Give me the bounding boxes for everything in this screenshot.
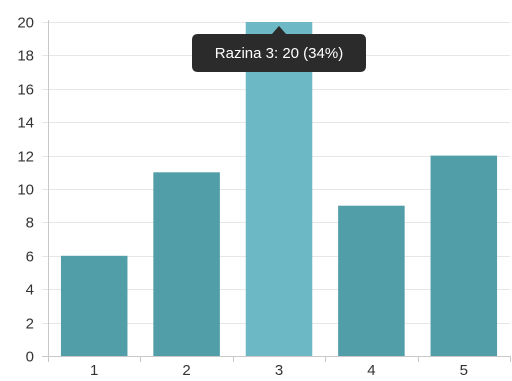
y-axis: 0 2 4 6 8 10 12 14 16 18 20 (17, 15, 34, 366)
bar (245, 22, 313, 356)
x-tick-label: 3 (275, 362, 283, 376)
y-tick-label: 4 (26, 282, 34, 299)
x-tick-label: 2 (182, 362, 190, 376)
tooltip: Razina 3: 20 (34%) (192, 26, 366, 72)
y-tick-label: 14 (17, 115, 34, 132)
x-tick-label: 1 (90, 362, 98, 376)
y-tick-label: 20 (17, 15, 34, 32)
y-tick-label: 18 (17, 48, 34, 65)
bar (153, 172, 220, 356)
y-tick-label: 6 (26, 249, 34, 266)
tooltip-box (192, 26, 366, 72)
bars (60, 22, 498, 356)
x-tick-labels: 1 2 3 4 5 (90, 362, 468, 379)
bar (338, 205, 405, 356)
y-tick-label: 8 (26, 215, 34, 232)
x-tick-label: 4 (367, 362, 375, 376)
bar (430, 155, 498, 356)
y-tick-label: 0 (26, 349, 34, 366)
bar (60, 255, 128, 356)
x-tick-label: 5 (460, 362, 468, 376)
y-tick-label: 16 (17, 82, 34, 99)
tooltip-text: Razina 3: 20 (34%) (215, 45, 343, 62)
y-tick-label: 10 (17, 182, 34, 199)
y-tick-label: 12 (17, 149, 34, 166)
y-tick-label: 2 (26, 316, 34, 333)
x-axis (48, 20, 511, 362)
